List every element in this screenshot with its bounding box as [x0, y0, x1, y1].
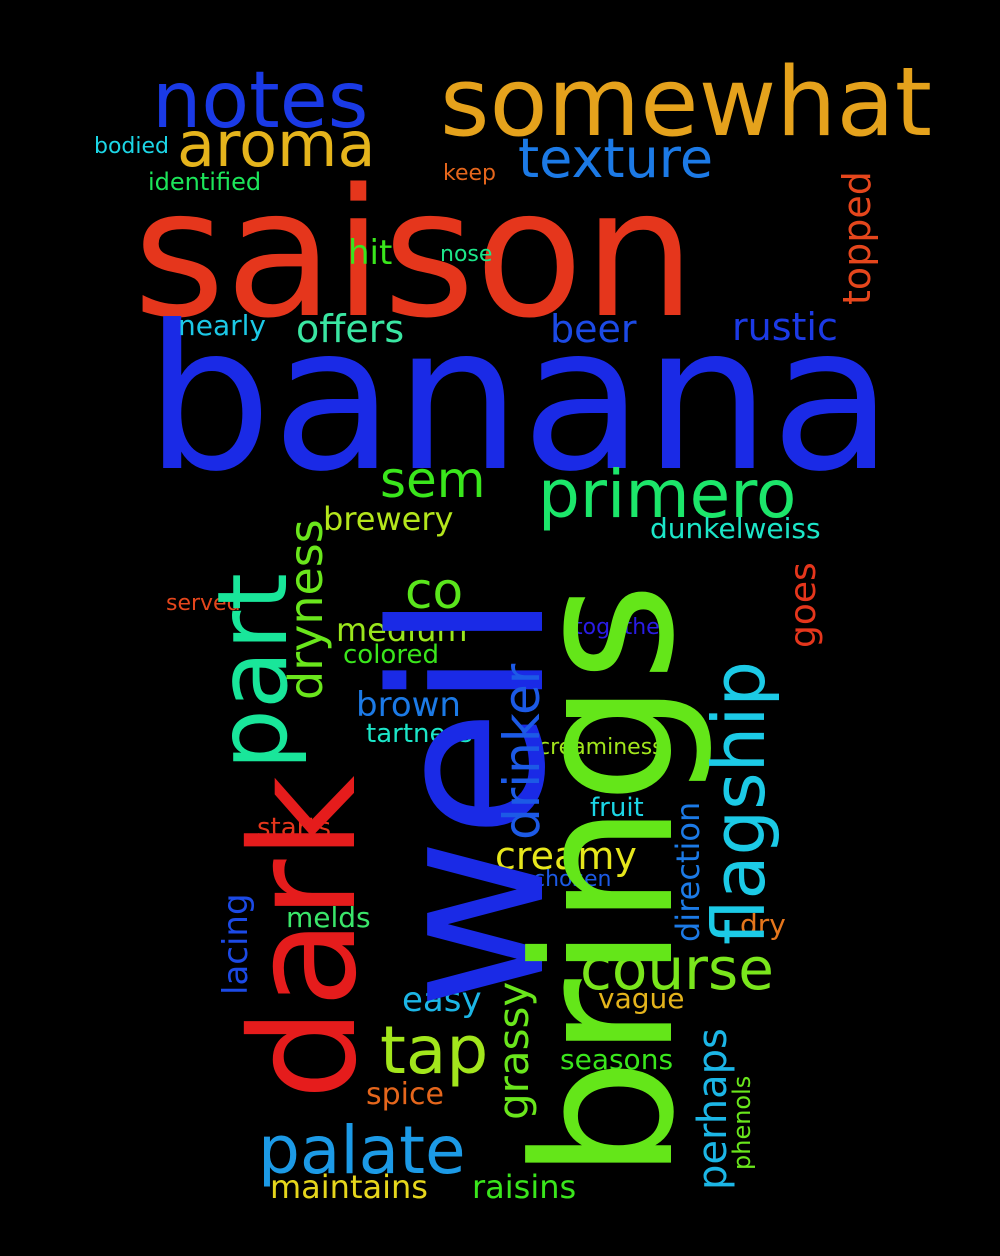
word-saison: saison [133, 151, 696, 357]
word-offers: offers [296, 307, 405, 351]
word-creaminess: creaminess [538, 735, 664, 760]
word-co: co [405, 562, 464, 620]
word-beer: beer [550, 307, 637, 351]
word-chosen: chosen [533, 867, 612, 892]
word-medium: medium [336, 611, 468, 649]
word-tartness: tartness [366, 719, 473, 749]
word-course: course [580, 935, 774, 1003]
word-rustic: rustic [732, 305, 838, 349]
word-nose: nose [440, 242, 493, 267]
word-sem: sem [380, 451, 486, 509]
word-drinker: drinker [493, 663, 551, 840]
word-texture: texture [518, 127, 714, 190]
word-vague: vague [598, 982, 685, 1015]
word-maintains: maintains [270, 1168, 428, 1206]
word-lacing: lacing [216, 893, 256, 995]
word-brown: brown [356, 685, 461, 725]
word-aroma: aroma [177, 108, 376, 181]
word-dry: dry [740, 908, 786, 941]
word-served: served [166, 591, 241, 616]
word-dunkelweiss: dunkelweiss [650, 512, 821, 545]
word-grassy: grassy [489, 981, 538, 1120]
word-dryness: dryness [279, 519, 333, 700]
word-palate: palate [258, 1112, 466, 1189]
word-tap: tap [380, 1012, 489, 1089]
word-spice: spice [366, 1077, 444, 1112]
word-nearly: nearly [178, 309, 266, 342]
word-direction: direction [669, 801, 707, 942]
word-perhaps: perhaps [690, 1028, 736, 1190]
word-colored: colored [343, 640, 439, 670]
word-brewery: brewery [323, 500, 454, 538]
word-primero: primero [538, 456, 797, 533]
word-identified: identified [148, 168, 262, 196]
word-topped: topped [835, 171, 879, 305]
word-bodied: bodied [94, 134, 170, 159]
word-notes: notes [152, 56, 369, 146]
word-somewhat: somewhat [440, 48, 932, 158]
word-together: together [574, 615, 669, 640]
word-easy: easy [402, 980, 482, 1020]
word-creamy: creamy [495, 834, 637, 878]
word-banana: banana [145, 283, 894, 516]
word-hit: hit [348, 233, 393, 273]
word-fruit: fruit [590, 793, 644, 823]
word-goes: goes [783, 562, 824, 648]
word-melds: melds [286, 901, 371, 934]
word-raisins: raisins [472, 1168, 577, 1206]
word-starts: starts [257, 813, 332, 843]
word-phenols: phenols [728, 1075, 756, 1170]
word-flagship: flagship [697, 660, 781, 945]
word-seasons: seasons [560, 1043, 674, 1076]
word-keep: keep [443, 161, 496, 186]
